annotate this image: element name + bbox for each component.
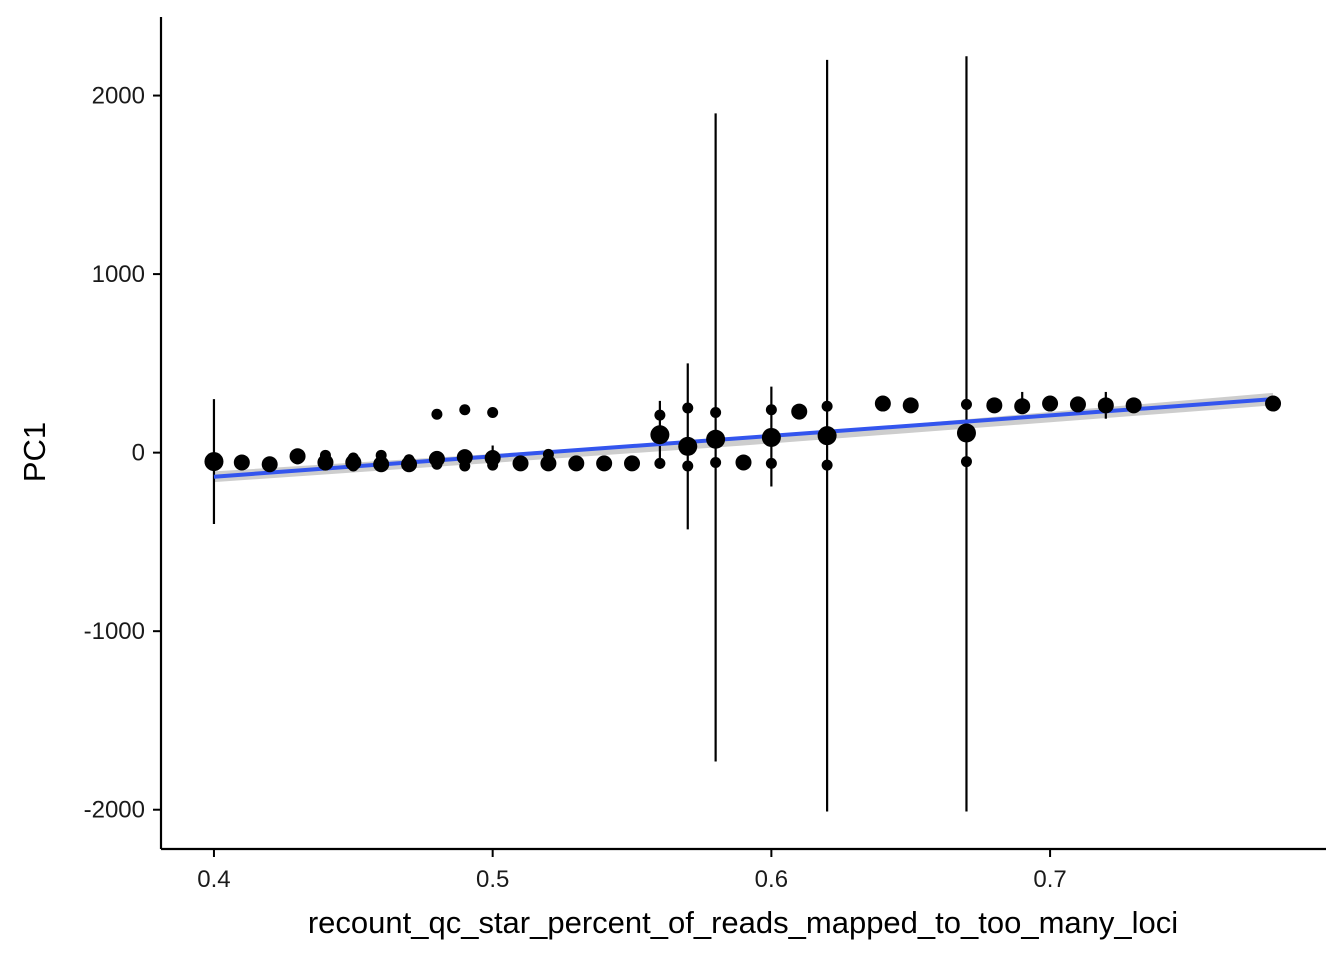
data-point bbox=[512, 455, 529, 472]
data-point bbox=[459, 460, 471, 472]
x-axis-title: recount_qc_star_percent_of_reads_mapped_… bbox=[308, 905, 1178, 940]
data-point bbox=[624, 455, 641, 472]
data-point bbox=[233, 454, 250, 471]
data-point bbox=[204, 452, 224, 472]
data-point bbox=[403, 454, 415, 466]
data-point bbox=[292, 453, 304, 465]
data-point bbox=[654, 409, 666, 421]
data-point bbox=[347, 460, 359, 472]
y-tick-label: -2000 bbox=[84, 797, 145, 824]
x-tick-label: 0.4 bbox=[197, 866, 230, 893]
data-point bbox=[817, 426, 837, 446]
data-point bbox=[456, 449, 473, 466]
y-axis-title: PC1 bbox=[17, 422, 52, 482]
data-point bbox=[960, 398, 972, 410]
data-point bbox=[650, 425, 670, 445]
data-point bbox=[1097, 397, 1114, 414]
data-point bbox=[960, 456, 972, 468]
data-point bbox=[261, 456, 278, 473]
data-point bbox=[487, 459, 499, 471]
data-point bbox=[1265, 395, 1282, 412]
regression-line bbox=[213, 397, 1274, 479]
x-ticks: 0.4 0.5 0.6 0.7 bbox=[197, 849, 1067, 893]
y-ticks: -2000 -1000 0 1000 2000 bbox=[84, 83, 161, 824]
y-tick-label: 2000 bbox=[92, 83, 145, 110]
data-point bbox=[1014, 398, 1031, 415]
data-point bbox=[1125, 397, 1142, 414]
fit-line-layer bbox=[213, 397, 1274, 479]
data-point bbox=[761, 427, 781, 447]
data-point bbox=[791, 403, 808, 420]
data-point bbox=[431, 408, 443, 420]
data-point bbox=[678, 436, 698, 456]
confidence-ribbon bbox=[213, 392, 1274, 483]
x-tick-label: 0.5 bbox=[476, 866, 509, 893]
data-point bbox=[874, 395, 891, 412]
data-point bbox=[986, 397, 1003, 414]
data-point bbox=[821, 459, 833, 471]
data-point bbox=[568, 455, 585, 472]
data-point bbox=[821, 400, 833, 412]
data-point bbox=[902, 397, 919, 414]
data-point bbox=[682, 460, 694, 472]
data-point bbox=[765, 457, 777, 469]
data-point bbox=[706, 429, 726, 449]
data-point bbox=[459, 404, 471, 416]
data-point bbox=[1069, 396, 1086, 413]
data-point bbox=[765, 404, 777, 416]
data-point bbox=[710, 456, 722, 468]
data-point bbox=[1042, 395, 1059, 412]
y-tick-label: 1000 bbox=[92, 261, 145, 288]
data-point bbox=[540, 455, 557, 472]
confidence-ribbon-layer bbox=[213, 392, 1274, 483]
axes bbox=[159, 17, 1326, 851]
point-layer bbox=[204, 395, 1282, 473]
data-point bbox=[682, 402, 694, 414]
data-point bbox=[373, 456, 390, 473]
x-tick-label: 0.6 bbox=[755, 866, 788, 893]
data-point bbox=[735, 454, 752, 471]
data-point bbox=[319, 459, 331, 471]
data-point bbox=[956, 423, 976, 443]
data-point bbox=[596, 455, 613, 472]
x-tick-label: 0.7 bbox=[1033, 866, 1066, 893]
data-point bbox=[710, 406, 722, 418]
data-point bbox=[487, 406, 499, 418]
y-tick-label: 0 bbox=[132, 440, 145, 467]
data-point bbox=[654, 457, 666, 469]
data-point bbox=[431, 458, 443, 470]
y-tick-label: -1000 bbox=[84, 618, 145, 645]
